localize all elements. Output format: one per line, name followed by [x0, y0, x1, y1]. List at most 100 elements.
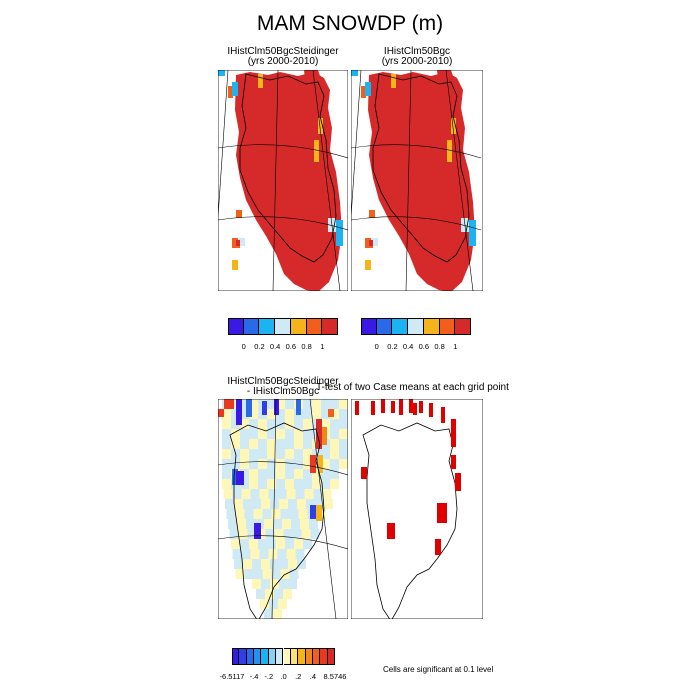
- difference-cell: [339, 439, 348, 449]
- difference-cell: [222, 419, 231, 429]
- difference-cell: [267, 449, 276, 459]
- difference-cell: [303, 459, 312, 469]
- difference-cell: [303, 539, 312, 549]
- difference-cell: [249, 429, 258, 439]
- difference-cell: [273, 519, 282, 529]
- difference-cell: [231, 429, 240, 439]
- difference-cell: [249, 439, 258, 449]
- difference-cell: [252, 559, 261, 569]
- difference-cell: [258, 419, 267, 429]
- grid-cell: [447, 140, 452, 162]
- difference-cell: [330, 399, 339, 409]
- snow-depth-region: [437, 70, 455, 132]
- difference-cell: [283, 589, 292, 599]
- difference-cell: [240, 409, 249, 419]
- difference-cell: [258, 469, 267, 479]
- colorbar-tick-label: 0.2: [387, 342, 398, 351]
- difference-cell: [318, 455, 323, 473]
- difference-cell: [312, 409, 321, 419]
- panel-title-bottom-left-line2: - IHistClm50Bgc: [246, 386, 320, 397]
- difference-cell: [244, 569, 254, 579]
- difference-cell: [265, 529, 275, 539]
- difference-cell: [324, 499, 333, 509]
- difference-cell: [232, 549, 242, 559]
- difference-cell: [236, 399, 242, 425]
- map-top-left: [218, 70, 348, 291]
- difference-cell: [267, 419, 276, 429]
- colorbar-tick-label: 1: [320, 342, 325, 351]
- difference-cell: [254, 523, 261, 539]
- difference-cell: [288, 499, 297, 509]
- difference-cell: [285, 409, 294, 419]
- colorbar-swatch: [259, 318, 276, 335]
- colorbar-swatch: [254, 648, 262, 665]
- difference-cell: [330, 409, 339, 419]
- coastline: [229, 422, 325, 619]
- colorbar-swatch: [290, 648, 299, 665]
- difference-cell: [256, 589, 265, 599]
- difference-cell: [285, 449, 294, 459]
- difference-cell: [249, 479, 258, 489]
- difference-cell: [265, 589, 274, 599]
- difference-cell: [278, 599, 287, 609]
- difference-cell: [310, 529, 320, 539]
- significant-cell: [451, 419, 456, 447]
- difference-cell: [241, 489, 251, 499]
- difference-cell: [289, 569, 299, 579]
- difference-cell: [279, 559, 288, 569]
- difference-cell: [241, 549, 251, 559]
- difference-cell: [306, 499, 315, 509]
- grid-cell: [351, 70, 358, 76]
- difference-cell: [243, 559, 252, 569]
- difference-cell: [276, 399, 285, 409]
- colorbar-swatch: [298, 648, 306, 665]
- grid-cell: [451, 118, 456, 134]
- difference-cell: [285, 429, 294, 439]
- colorbar-swatch: [268, 648, 277, 665]
- difference-cell: [249, 459, 258, 469]
- panel-title-top-right-line1: IHistClm50Bgc: [383, 46, 451, 57]
- panel-title-bottom-left: IHistClm50BgcSteidinger - IHistClm50Bgc: [218, 377, 348, 397]
- difference-cell: [267, 469, 276, 479]
- difference-cell: [301, 529, 311, 539]
- difference-cell: [285, 469, 294, 479]
- colorbar-tick-label: -.4: [249, 672, 259, 681]
- coastline: [362, 422, 458, 619]
- difference-cell: [238, 529, 248, 539]
- difference-cell: [321, 479, 330, 489]
- difference-cell: [285, 439, 294, 449]
- difference-cell: [303, 469, 312, 479]
- significant-cell: [435, 539, 441, 555]
- colorbar-swatch: [439, 318, 456, 335]
- grid-cell: [365, 82, 371, 96]
- difference-cell: [222, 469, 231, 479]
- difference-cell: [316, 419, 322, 449]
- panel-title-bottom-left-line1: IHistClm50BgcSteidinger: [227, 376, 339, 387]
- figure-title: MAM SNOWDP (m): [256, 12, 444, 35]
- map-meridian-line: [351, 70, 362, 222]
- difference-cell: [231, 539, 240, 549]
- difference-cell: [321, 419, 330, 429]
- difference-cell: [249, 539, 258, 549]
- difference-cell: [223, 489, 233, 499]
- difference-cell: [286, 549, 296, 559]
- difference-cell: [276, 469, 285, 479]
- difference-cell: [330, 479, 339, 489]
- difference-cell: [250, 489, 260, 499]
- difference-cell: [259, 549, 269, 559]
- difference-cell: [228, 519, 237, 529]
- significant-cell: [441, 407, 445, 423]
- map-latitude-line: [351, 144, 482, 159]
- colorbar-swatch: [376, 318, 393, 335]
- difference-cell: [267, 459, 276, 469]
- difference-cell: [330, 469, 339, 479]
- difference-cell: [296, 399, 301, 415]
- panel-title-top-right: IHistClm50Bgc (yrs 2000-2010): [351, 47, 483, 67]
- colorbar-swatch: [455, 318, 471, 335]
- grid-cell: [369, 240, 373, 246]
- difference-cell: [240, 399, 249, 409]
- map-meridian-line: [272, 70, 279, 291]
- colorbar-tick-label: -6.5117: [219, 672, 245, 681]
- difference-cell: [276, 479, 285, 489]
- difference-cell: [222, 409, 231, 419]
